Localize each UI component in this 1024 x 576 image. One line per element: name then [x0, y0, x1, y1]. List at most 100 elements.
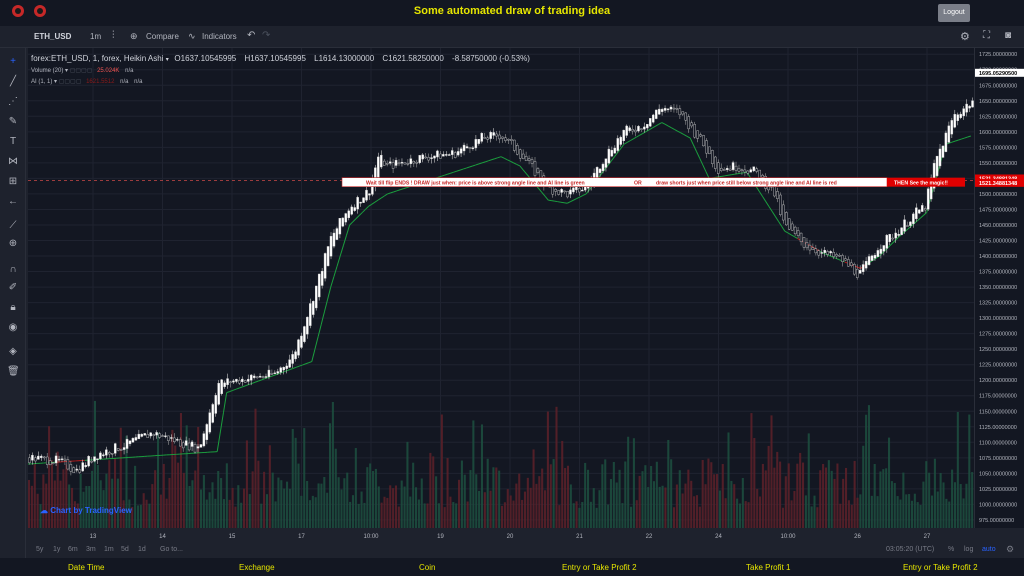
crosshair-icon[interactable]: + [10, 56, 16, 67]
volume-bar [492, 467, 495, 528]
candle-body [128, 440, 132, 445]
ai-label[interactable]: AI (1, 1) [31, 79, 53, 85]
ai-line-segment [481, 161, 486, 164]
candle-body [155, 432, 158, 436]
arrow-left-icon[interactable]: ← [8, 196, 18, 207]
utc-clock[interactable]: 03:05:20 (UTC) [886, 546, 935, 553]
settings-icon[interactable]: ⚙ [1006, 544, 1015, 554]
candle-body [158, 433, 161, 438]
tradingview-watermark[interactable]: ☁ Chart by TradingView [40, 506, 132, 515]
chart-pane[interactable]: Wait till flip ENDS ! DRAW just when: pr… [28, 48, 974, 528]
volume-bar [108, 460, 111, 528]
footer-exchange[interactable]: Exchange [239, 563, 275, 572]
candle-body [241, 378, 244, 382]
volume-bar [386, 497, 389, 528]
ai-line-segment [463, 167, 467, 170]
volume-bar [839, 503, 842, 528]
range-6m[interactable]: 6m [68, 546, 78, 553]
trash-icon[interactable]: 🗑︎ [7, 366, 20, 377]
footer-date-time[interactable]: Date Time [68, 563, 105, 572]
volume-bar [200, 489, 203, 528]
zoom-in-icon[interactable]: ⊕ [8, 238, 18, 249]
text-icon[interactable]: T [9, 136, 17, 147]
range-1d[interactable]: 1d [138, 546, 146, 553]
indicators-button[interactable]: Indicators [202, 32, 237, 41]
volume-bar [796, 463, 799, 528]
trend-line-icon[interactable]: ╱ [9, 76, 17, 87]
compare-icon[interactable]: ⊕ [130, 31, 138, 41]
price-tick-label: 1675.00000000 [979, 83, 1017, 89]
candle-body [637, 126, 640, 132]
symbol-search-button[interactable]: ETH_USD [34, 32, 72, 41]
legend-dropdown-icon[interactable]: ▾ [65, 68, 70, 74]
volume-bar [830, 470, 833, 528]
ai-line-segment [734, 173, 738, 175]
indicator-buttons[interactable]: ▢▢▢▢ [69, 68, 93, 74]
range-1y[interactable]: 1y [53, 546, 61, 553]
volume-bar [933, 458, 936, 528]
brush-icon[interactable]: ✎ [8, 116, 18, 127]
pattern-icon[interactable]: ⋈ [8, 156, 18, 167]
lock-icon[interactable]: 🔒︎ [10, 302, 16, 313]
candle-body [663, 108, 667, 111]
candle-body [722, 169, 726, 171]
footer-take-profit-1[interactable]: Take Profit 1 [746, 563, 791, 572]
price-chart[interactable]: Wait till flip ENDS ! DRAW just when: pr… [28, 48, 974, 528]
percent-toggle[interactable]: % [948, 546, 955, 553]
ai-line-segment [342, 235, 347, 246]
settings-icon[interactable]: ⚙ [960, 31, 970, 43]
footer-entry-tp2-b[interactable]: Entry or Take Profit 2 [903, 563, 978, 572]
camera-icon[interactable]: ◙ [1005, 30, 1012, 41]
log-toggle[interactable]: log [964, 546, 974, 553]
volume-bar [518, 473, 521, 528]
ai-line-segment [358, 212, 363, 217]
range-5y[interactable]: 5y [36, 546, 44, 553]
logout-button[interactable]: Logout [938, 4, 970, 22]
candle-body [81, 462, 84, 472]
ai-line-segment [759, 191, 764, 198]
auto-toggle[interactable]: auto [982, 546, 996, 553]
range-3m[interactable]: 3m [86, 546, 96, 553]
indicator-buttons[interactable]: ▢▢▢▢ [58, 79, 82, 85]
bar-style-icon[interactable]: ⫶ [112, 30, 115, 41]
interval-button[interactable]: 1m [90, 32, 102, 41]
legend-dropdown-icon[interactable]: ▾ [165, 57, 171, 63]
volume-label[interactable]: Volume (20) [31, 68, 64, 74]
volume-bar [334, 448, 337, 528]
fullscreen-icon[interactable]: ⛶ [983, 30, 990, 41]
candle-body [858, 269, 862, 274]
range-5d[interactable]: 5d [121, 546, 129, 553]
redo-icon[interactable]: ↷ [262, 30, 271, 41]
volume-bar [701, 459, 704, 528]
fib-icon[interactable]: ⋰ [8, 96, 18, 107]
volume-na: n/a [125, 68, 134, 74]
footer-entry-tp2[interactable]: Entry or Take Profit 2 [562, 563, 637, 572]
time-tick-label: 19 [437, 534, 444, 540]
ruler-icon[interactable]: ⟋ [9, 220, 17, 231]
candle-body [613, 147, 617, 154]
lock-drawing-icon[interactable]: ✐ [8, 282, 18, 293]
prediction-icon[interactable]: ⊞ [8, 176, 18, 187]
footer-coin[interactable]: Coin [419, 563, 436, 572]
volume-bar [529, 487, 532, 528]
range-1m[interactable]: 1m [104, 546, 114, 553]
magnet-icon[interactable]: ∩ [9, 264, 17, 275]
indicators-icon[interactable]: ∿ [188, 31, 196, 41]
price-axis[interactable]: 1725.000000001700.000000001675.000000001… [974, 48, 1024, 528]
candle-body [453, 152, 457, 158]
goto-button[interactable]: Go to... [160, 546, 183, 553]
legend-dropdown-icon[interactable]: ▾ [54, 79, 59, 85]
candle-body [876, 250, 880, 257]
volume-bar [65, 464, 68, 528]
layers-icon[interactable]: ◈ [9, 346, 17, 357]
bottom-bar: 5y 1y 6m 3m 1m 5d 1d Go to... 03:05:20 (… [28, 542, 1024, 558]
volume-bar [458, 479, 461, 528]
candle-body [947, 125, 951, 143]
volume-bar [779, 461, 782, 528]
eye-icon[interactable]: ◉ [8, 322, 18, 333]
compare-button[interactable]: Compare [146, 32, 179, 41]
undo-icon[interactable]: ↶ [247, 30, 256, 41]
legend-symbol[interactable]: forex:ETH_USD, 1, forex, Heikin Ashi [31, 54, 164, 63]
